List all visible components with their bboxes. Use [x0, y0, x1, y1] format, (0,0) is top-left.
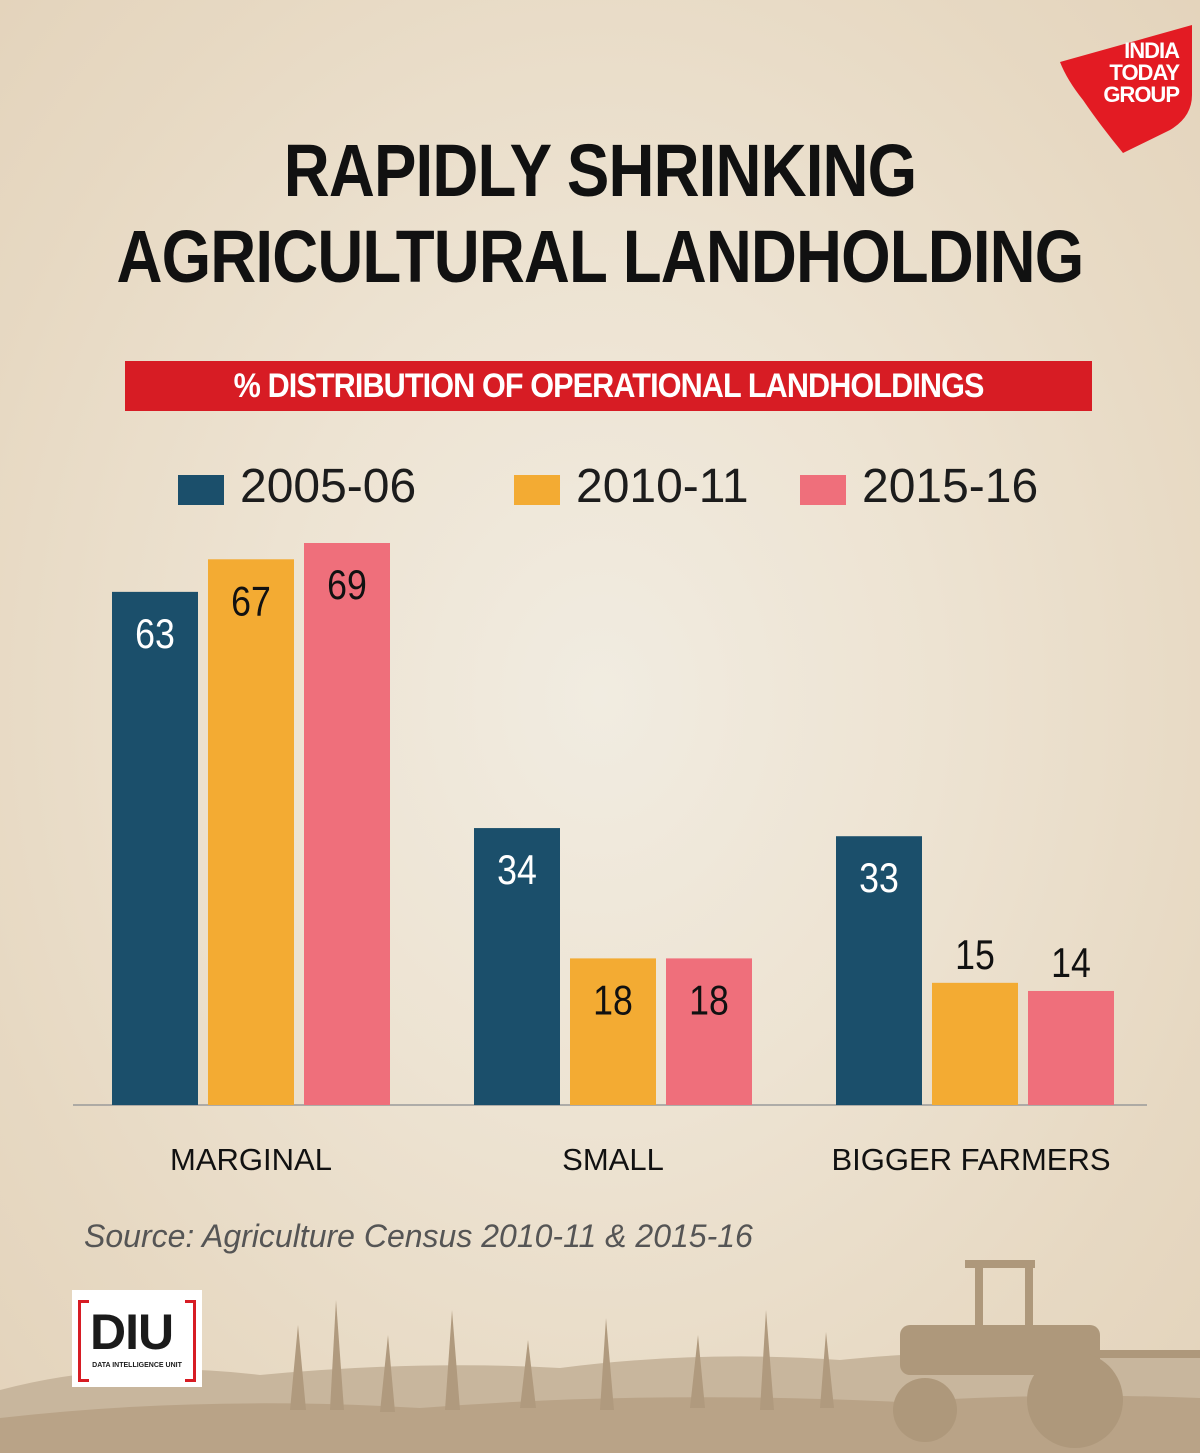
chart-legend: 2005-06 2010-11 2015-16 — [0, 460, 1200, 520]
tractor-silhouette — [893, 1260, 1200, 1448]
data-label-small-2005-06: 34 — [497, 847, 537, 893]
diu-logo-subtext: DATA INTELLIGENCE UNIT — [92, 1362, 182, 1369]
legend-label-2010-11: 2010-11 — [576, 460, 749, 513]
diu-bracket-right — [185, 1300, 196, 1382]
bar-marginal-2010-11 — [208, 559, 294, 1105]
category-label-bigger-farmers: BIGGER FARMERS — [831, 1142, 1111, 1177]
data-label-small-2015-16: 18 — [689, 978, 729, 1024]
diu-logo: DIU DATA INTELLIGENCE UNIT — [72, 1290, 202, 1387]
bar-small-2010-11 — [570, 958, 656, 1105]
data-label-marginal-2010-11: 67 — [231, 579, 271, 625]
bar-small-2015-16 — [666, 958, 752, 1105]
legend-swatch-2010-11 — [514, 475, 560, 505]
title-line-1: RAPIDLY SHRINKING — [283, 129, 917, 212]
bar-bigger-farmers-2015-16 — [1028, 990, 1114, 1105]
page-title: RAPIDLY SHRINKING AGRICULTURAL LANDHOLDI… — [84, 128, 1116, 300]
category-label-small: SMALL — [562, 1142, 664, 1177]
data-label-bigger-farmers-2005-06: 33 — [859, 856, 899, 902]
bars-group: 63 67 69 34 18 18 33 15 14 — [112, 543, 1114, 1105]
data-label-bigger-farmers-2010-11: 15 — [955, 932, 995, 978]
category-label-marginal: MARGINAL — [170, 1142, 332, 1177]
bar-marginal-2005-06 — [112, 591, 198, 1105]
data-label-marginal-2005-06: 63 — [135, 611, 175, 657]
logo-line-today: TODAY — [1109, 60, 1180, 85]
india-today-logo: INDIA TODAY GROUP — [1055, 25, 1193, 155]
legend-swatch-2005-06 — [178, 475, 224, 505]
legend-label-2005-06: 2005-06 — [240, 460, 417, 513]
diu-bracket-left — [78, 1300, 89, 1382]
bar-small-2005-06 — [474, 828, 560, 1105]
bar-bigger-farmers-2010-11 — [932, 982, 1018, 1105]
chart-subtitle-banner: % DISTRIBUTION OF OPERATIONAL LANDHOLDIN… — [125, 361, 1092, 411]
data-label-bigger-farmers-2015-16: 14 — [1051, 940, 1091, 986]
logo-text: INDIA TODAY GROUP — [1103, 38, 1180, 107]
title-line-2: AGRICULTURAL LANDHOLDING — [116, 215, 1085, 298]
legend-swatch-2015-16 — [800, 475, 846, 505]
data-label-marginal-2015-16: 69 — [327, 562, 367, 608]
wheat-stalks — [290, 1300, 834, 1412]
bar-marginal-2015-16 — [304, 543, 390, 1105]
bar-bigger-farmers-2005-06 — [836, 836, 922, 1105]
india-today-logo-shape — [1060, 25, 1192, 153]
legend-label-2015-16: 2015-16 — [862, 460, 1039, 513]
logo-line-group: GROUP — [1103, 82, 1180, 107]
source-note: Source: Agriculture Census 2010-11 & 201… — [84, 1218, 753, 1254]
logo-line-india: INDIA — [1124, 38, 1180, 63]
diu-logo-text: DIU — [90, 1304, 174, 1360]
farm-landscape-illustration — [0, 1260, 1200, 1453]
data-label-small-2010-11: 18 — [593, 978, 633, 1024]
chart-subtitle: % DISTRIBUTION OF OPERATIONAL LANDHOLDIN… — [233, 367, 985, 405]
